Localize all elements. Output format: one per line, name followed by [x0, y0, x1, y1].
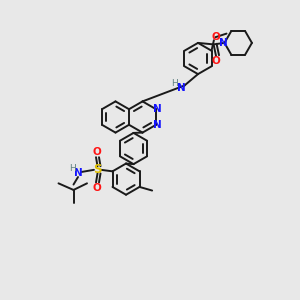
Text: H: H	[172, 79, 178, 88]
Text: N: N	[153, 103, 162, 114]
Text: O: O	[93, 182, 102, 193]
Text: O: O	[211, 32, 220, 42]
Text: N: N	[177, 83, 186, 94]
Text: N: N	[153, 120, 162, 130]
Text: O: O	[93, 147, 102, 157]
Text: N: N	[220, 38, 228, 48]
Text: O: O	[211, 56, 220, 66]
Text: S: S	[93, 163, 102, 176]
Text: H: H	[69, 164, 75, 172]
Text: N: N	[74, 168, 82, 178]
